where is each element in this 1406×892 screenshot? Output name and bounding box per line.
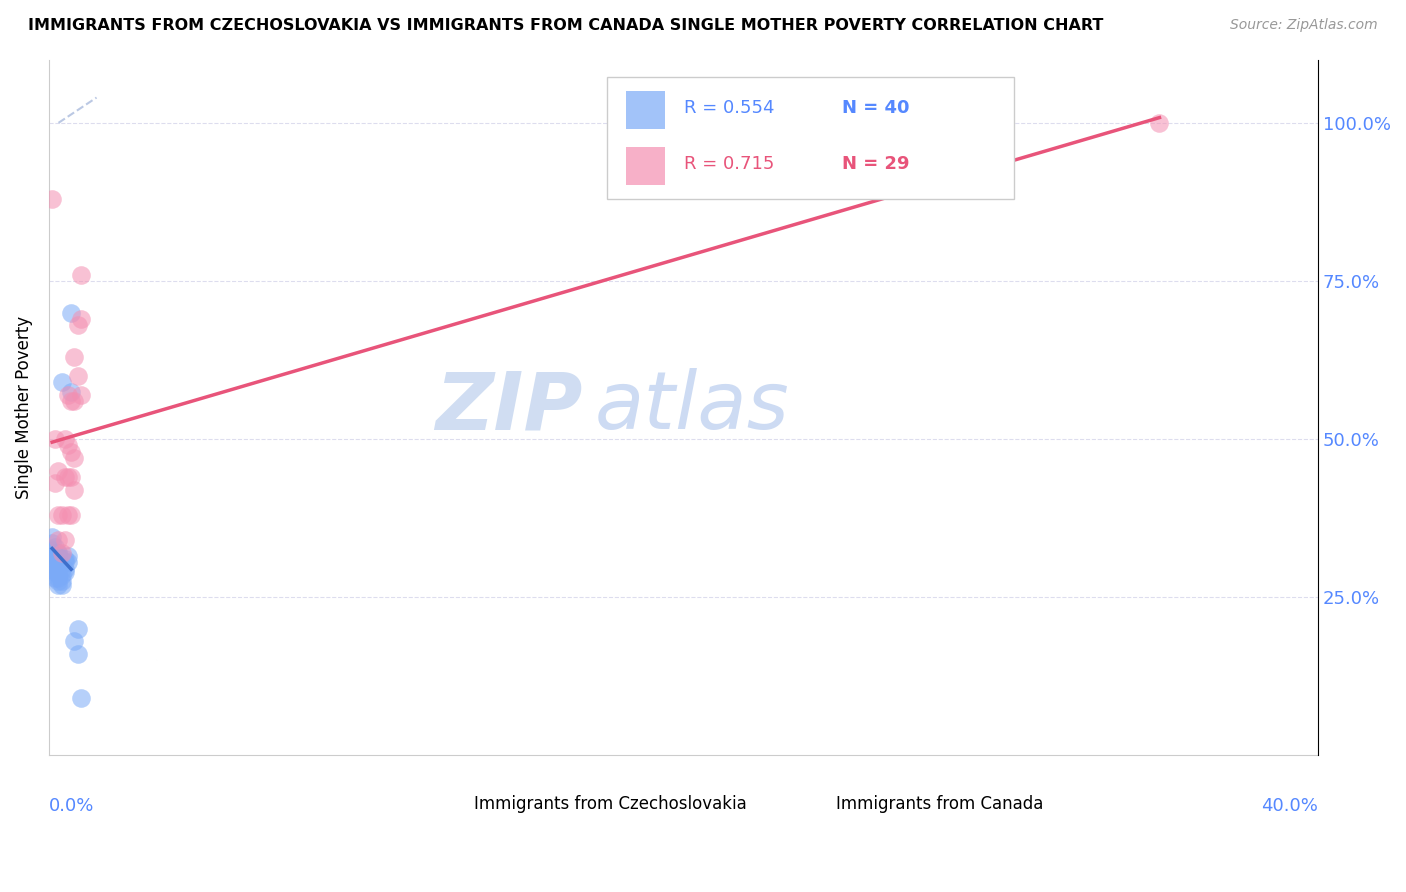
Point (53, 470, 76, 484)
Point (48, 565, 70, 579)
Point (51, 375, 73, 389)
Point (48, 546, 70, 560)
Point (63, 451, 86, 466)
Point (60, 470, 83, 484)
Point (48, 568, 70, 582)
Point (60, 394, 83, 409)
Text: atlas: atlas (595, 368, 789, 447)
Point (48, 508, 70, 522)
Point (53, 562, 76, 576)
Point (53, 432, 76, 446)
Point (66, 318, 89, 333)
Text: N = 40: N = 40 (842, 99, 910, 118)
Point (51, 508, 73, 522)
Point (48, 546, 70, 560)
Bar (607, 77, 1014, 199)
Point (44, 571, 66, 585)
Text: 0.0%: 0.0% (49, 797, 94, 815)
Point (51, 568, 73, 582)
Point (48, 549, 70, 563)
Point (56, 388, 79, 402)
Point (48, 552, 70, 566)
Y-axis label: Single Mother Poverty: Single Mother Poverty (15, 316, 32, 499)
Text: R = 0.715: R = 0.715 (683, 155, 773, 173)
Point (44, 432, 66, 446)
Point (60, 444, 83, 458)
Point (44, 549, 66, 563)
Point (53, 533, 76, 548)
Point (1149, 116, 1171, 130)
Point (48, 562, 70, 576)
Point (48, 574, 70, 589)
Point (56, 556, 79, 570)
Text: IMMIGRANTS FROM CZECHOSLOVAKIA VS IMMIGRANTS FROM CANADA SINGLE MOTHER POVERTY C: IMMIGRANTS FROM CZECHOSLOVAKIA VS IMMIGR… (28, 18, 1104, 33)
Point (48, 558, 70, 573)
Point (60, 305, 83, 319)
Point (56, 470, 79, 484)
Point (53, 556, 76, 570)
Point (51, 577, 73, 591)
Point (53, 552, 76, 566)
Bar (627, 91, 665, 129)
Point (69, 312, 91, 326)
Point (56, 438, 79, 452)
Point (41, 192, 63, 206)
Point (48, 577, 70, 591)
Point (44, 558, 66, 573)
Bar (430, 791, 465, 818)
Point (44, 476, 66, 491)
Point (66, 368, 89, 383)
Bar (792, 791, 827, 818)
Text: Immigrants from Czechoslovakia: Immigrants from Czechoslovakia (474, 795, 747, 813)
Point (66, 622, 89, 636)
Point (48, 571, 70, 585)
Text: ZIP: ZIP (434, 368, 582, 447)
Point (51, 546, 73, 560)
Point (48, 464, 70, 478)
Text: 40.0%: 40.0% (1261, 797, 1319, 815)
Point (60, 384, 83, 399)
Point (56, 508, 79, 522)
Point (63, 350, 86, 364)
Point (48, 533, 70, 548)
Point (41, 530, 63, 544)
Point (41, 536, 63, 550)
Point (56, 549, 79, 563)
Point (63, 394, 86, 409)
Text: Source: ZipAtlas.com: Source: ZipAtlas.com (1230, 18, 1378, 32)
Point (69, 268, 91, 282)
Point (51, 574, 73, 589)
Point (60, 508, 83, 522)
Point (39, 562, 62, 576)
Point (69, 388, 91, 402)
Point (63, 483, 86, 497)
Bar (627, 146, 665, 185)
Point (44, 546, 66, 560)
Point (51, 562, 73, 576)
Point (63, 634, 86, 648)
Point (41, 542, 63, 557)
Point (53, 565, 76, 579)
Point (44, 552, 66, 566)
Point (44, 540, 66, 554)
Point (69, 691, 91, 706)
Point (41, 549, 63, 563)
Text: N = 29: N = 29 (842, 155, 910, 173)
Point (44, 565, 66, 579)
Point (66, 647, 89, 661)
Text: Immigrants from Canada: Immigrants from Canada (835, 795, 1043, 813)
Text: R = 0.554: R = 0.554 (683, 99, 775, 118)
